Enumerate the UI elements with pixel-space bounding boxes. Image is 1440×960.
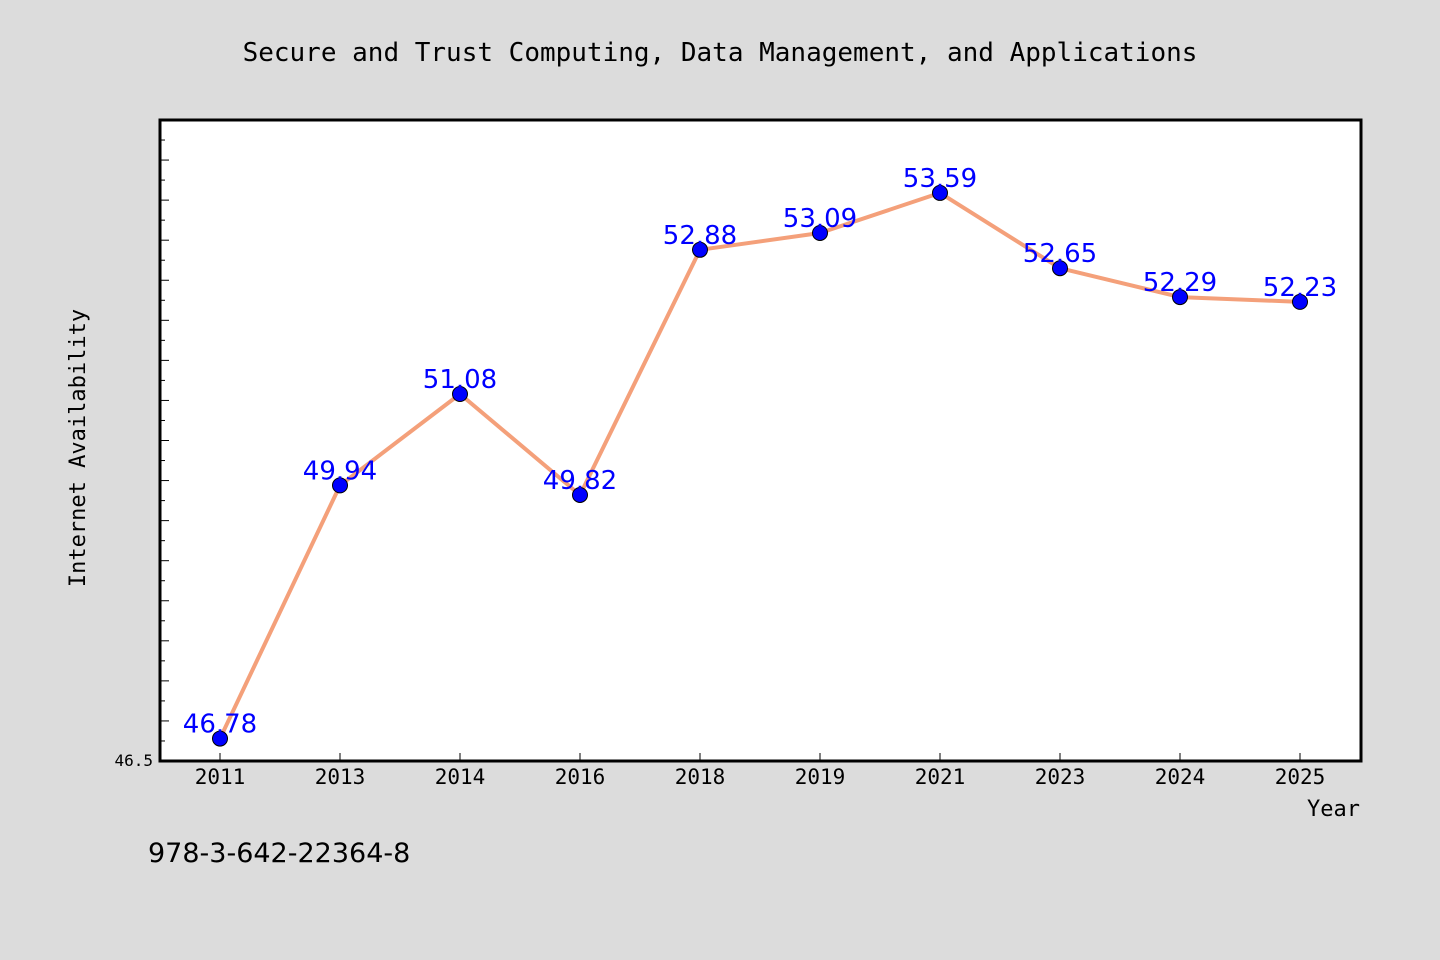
data-point	[692, 241, 708, 258]
chart-title: Secure and Trust Computing, Data Managem…	[243, 38, 1198, 68]
y-axis-ticks	[160, 119, 169, 762]
data-point	[572, 486, 588, 503]
data-label: 52.23	[1263, 273, 1337, 303]
data-point	[1292, 293, 1308, 310]
data-point	[812, 224, 828, 241]
data-point	[332, 477, 348, 494]
data-point	[1052, 260, 1068, 277]
data-point	[932, 184, 948, 201]
data-label: 49.82	[543, 466, 617, 496]
data-label: 49.94	[303, 456, 377, 486]
data-label: 51.08	[423, 365, 497, 395]
data-label: 53.59	[903, 164, 977, 194]
y-axis-label: Internet Availability	[66, 309, 91, 587]
data-point	[1172, 289, 1188, 306]
x-tick-label: 2014	[435, 765, 486, 789]
x-axis-ticks: 2011 2013 2014 2016 2018 2019 2021 2023 2024 2025	[195, 753, 1326, 789]
y-axis-min-label: 46.5	[114, 751, 153, 770]
series-line-layer	[218, 190, 1302, 741]
x-tick-label: 2025	[1275, 765, 1326, 789]
data-point	[452, 386, 468, 403]
data-label: 52.29	[1143, 268, 1217, 298]
series-markers	[212, 184, 1308, 747]
plot-area	[158, 118, 1363, 763]
x-axis-label: Year	[1307, 797, 1360, 822]
x-tick-label: 2019	[795, 765, 846, 789]
data-label: 52.88	[663, 221, 737, 251]
x-tick-label: 2024	[1155, 765, 1206, 789]
x-tick-label: 2013	[315, 765, 366, 789]
x-tick-label: 2018	[675, 765, 726, 789]
x-tick-label: 2023	[1035, 765, 1086, 789]
isbn-footer: 978-3-642-22364-8	[148, 838, 410, 869]
x-tick-label: 2011	[195, 765, 246, 789]
data-label: 53.09	[783, 204, 857, 234]
data-point	[212, 730, 228, 747]
x-tick-label: 2021	[915, 765, 966, 789]
data-label: 46.78	[183, 710, 257, 740]
data-labels: 46.78 49.94 51.08 49.82 52.88 53.09 53.59 52.65…	[183, 164, 1337, 740]
data-label: 52.65	[1023, 239, 1097, 269]
series-line	[218, 190, 1302, 741]
x-tick-label: 2016	[555, 765, 606, 789]
